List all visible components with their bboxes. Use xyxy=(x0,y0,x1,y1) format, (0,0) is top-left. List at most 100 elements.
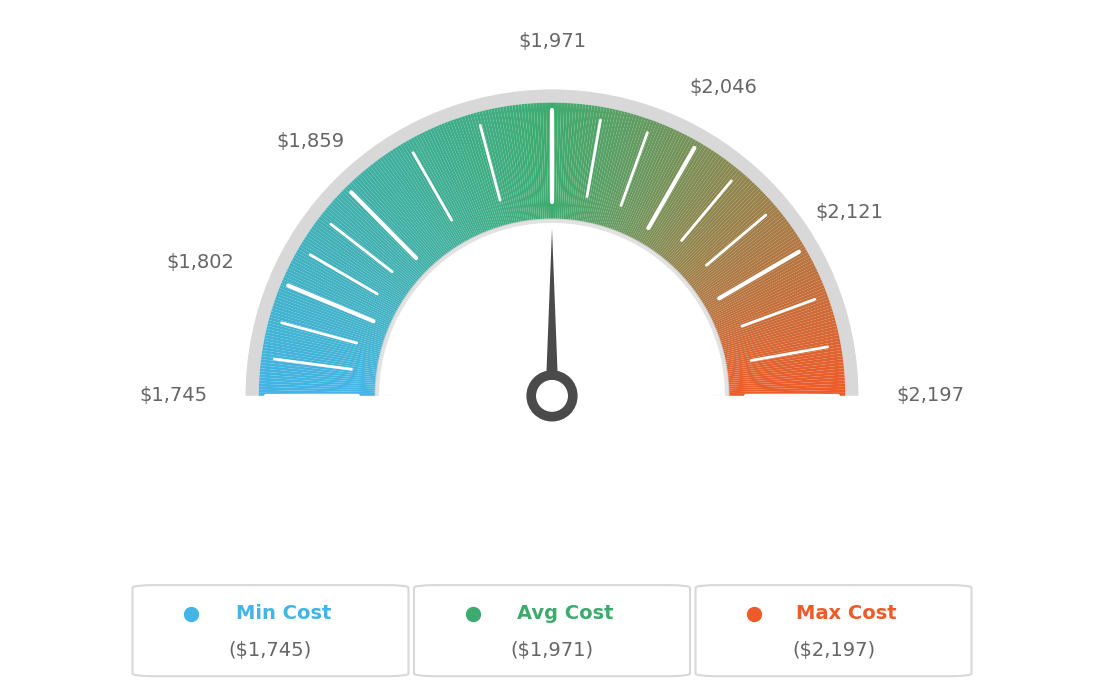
Wedge shape xyxy=(719,299,830,339)
Wedge shape xyxy=(543,103,549,220)
Wedge shape xyxy=(395,147,459,247)
Wedge shape xyxy=(725,341,840,365)
Wedge shape xyxy=(679,193,766,275)
Wedge shape xyxy=(326,206,417,284)
Wedge shape xyxy=(370,164,444,258)
Wedge shape xyxy=(714,282,824,329)
Wedge shape xyxy=(652,155,722,253)
Wedge shape xyxy=(692,219,787,291)
Wedge shape xyxy=(533,103,543,220)
Wedge shape xyxy=(295,252,399,311)
Wedge shape xyxy=(491,108,517,224)
Wedge shape xyxy=(728,377,845,386)
Wedge shape xyxy=(628,132,682,238)
Wedge shape xyxy=(618,124,666,234)
Wedge shape xyxy=(661,166,736,259)
Wedge shape xyxy=(258,386,376,392)
Wedge shape xyxy=(686,204,776,282)
Wedge shape xyxy=(596,112,628,226)
Wedge shape xyxy=(670,178,751,266)
Wedge shape xyxy=(474,112,507,226)
Wedge shape xyxy=(261,356,378,374)
Wedge shape xyxy=(476,112,508,226)
Wedge shape xyxy=(270,311,383,347)
Wedge shape xyxy=(577,106,598,222)
Wedge shape xyxy=(245,90,859,396)
Wedge shape xyxy=(566,104,580,221)
Wedge shape xyxy=(318,216,413,290)
Wedge shape xyxy=(433,127,482,235)
Wedge shape xyxy=(591,110,619,224)
Wedge shape xyxy=(722,317,836,351)
Wedge shape xyxy=(485,110,513,224)
Wedge shape xyxy=(702,244,805,306)
Wedge shape xyxy=(516,105,532,221)
Wedge shape xyxy=(458,117,498,229)
Wedge shape xyxy=(273,305,384,343)
Wedge shape xyxy=(413,136,470,241)
Wedge shape xyxy=(617,124,662,233)
Wedge shape xyxy=(338,193,425,275)
Wedge shape xyxy=(726,353,842,372)
Wedge shape xyxy=(374,219,730,396)
Wedge shape xyxy=(456,118,496,230)
Wedge shape xyxy=(344,186,428,271)
Wedge shape xyxy=(280,282,390,329)
Wedge shape xyxy=(315,221,411,293)
Wedge shape xyxy=(615,122,660,233)
Wedge shape xyxy=(646,148,712,248)
Wedge shape xyxy=(444,122,489,233)
Wedge shape xyxy=(599,113,634,227)
Wedge shape xyxy=(699,234,798,300)
Wedge shape xyxy=(690,214,784,288)
Wedge shape xyxy=(634,136,691,241)
Wedge shape xyxy=(722,323,837,354)
Wedge shape xyxy=(390,150,456,249)
Wedge shape xyxy=(392,148,458,248)
Wedge shape xyxy=(368,166,443,259)
Wedge shape xyxy=(302,239,403,303)
Wedge shape xyxy=(442,124,487,233)
Wedge shape xyxy=(715,285,825,331)
FancyBboxPatch shape xyxy=(414,585,690,676)
Wedge shape xyxy=(671,180,753,268)
Wedge shape xyxy=(283,277,391,326)
Wedge shape xyxy=(594,111,625,226)
Wedge shape xyxy=(725,350,842,370)
Wedge shape xyxy=(355,176,436,265)
Text: $1,971: $1,971 xyxy=(518,32,586,51)
Wedge shape xyxy=(635,137,693,242)
Wedge shape xyxy=(641,144,704,246)
Wedge shape xyxy=(724,332,839,359)
Wedge shape xyxy=(376,220,728,396)
Wedge shape xyxy=(360,172,438,263)
Wedge shape xyxy=(379,223,725,396)
Wedge shape xyxy=(405,140,466,244)
Wedge shape xyxy=(555,103,561,220)
Wedge shape xyxy=(703,246,806,308)
Wedge shape xyxy=(259,377,376,386)
Wedge shape xyxy=(266,326,381,356)
Wedge shape xyxy=(728,390,846,394)
Wedge shape xyxy=(351,180,433,268)
Wedge shape xyxy=(726,359,843,375)
Wedge shape xyxy=(713,277,821,326)
Wedge shape xyxy=(363,170,439,262)
Wedge shape xyxy=(640,142,701,244)
Wedge shape xyxy=(606,117,646,229)
Wedge shape xyxy=(528,104,539,221)
Wedge shape xyxy=(588,109,616,224)
Wedge shape xyxy=(722,320,836,352)
Wedge shape xyxy=(408,139,467,243)
Wedge shape xyxy=(503,106,524,222)
Wedge shape xyxy=(482,110,512,225)
Wedge shape xyxy=(298,246,401,308)
Wedge shape xyxy=(718,297,829,338)
Wedge shape xyxy=(418,133,474,239)
Wedge shape xyxy=(424,130,477,237)
Wedge shape xyxy=(698,231,796,299)
Wedge shape xyxy=(680,195,768,277)
Wedge shape xyxy=(411,137,469,242)
Wedge shape xyxy=(676,186,760,271)
Wedge shape xyxy=(311,226,408,295)
